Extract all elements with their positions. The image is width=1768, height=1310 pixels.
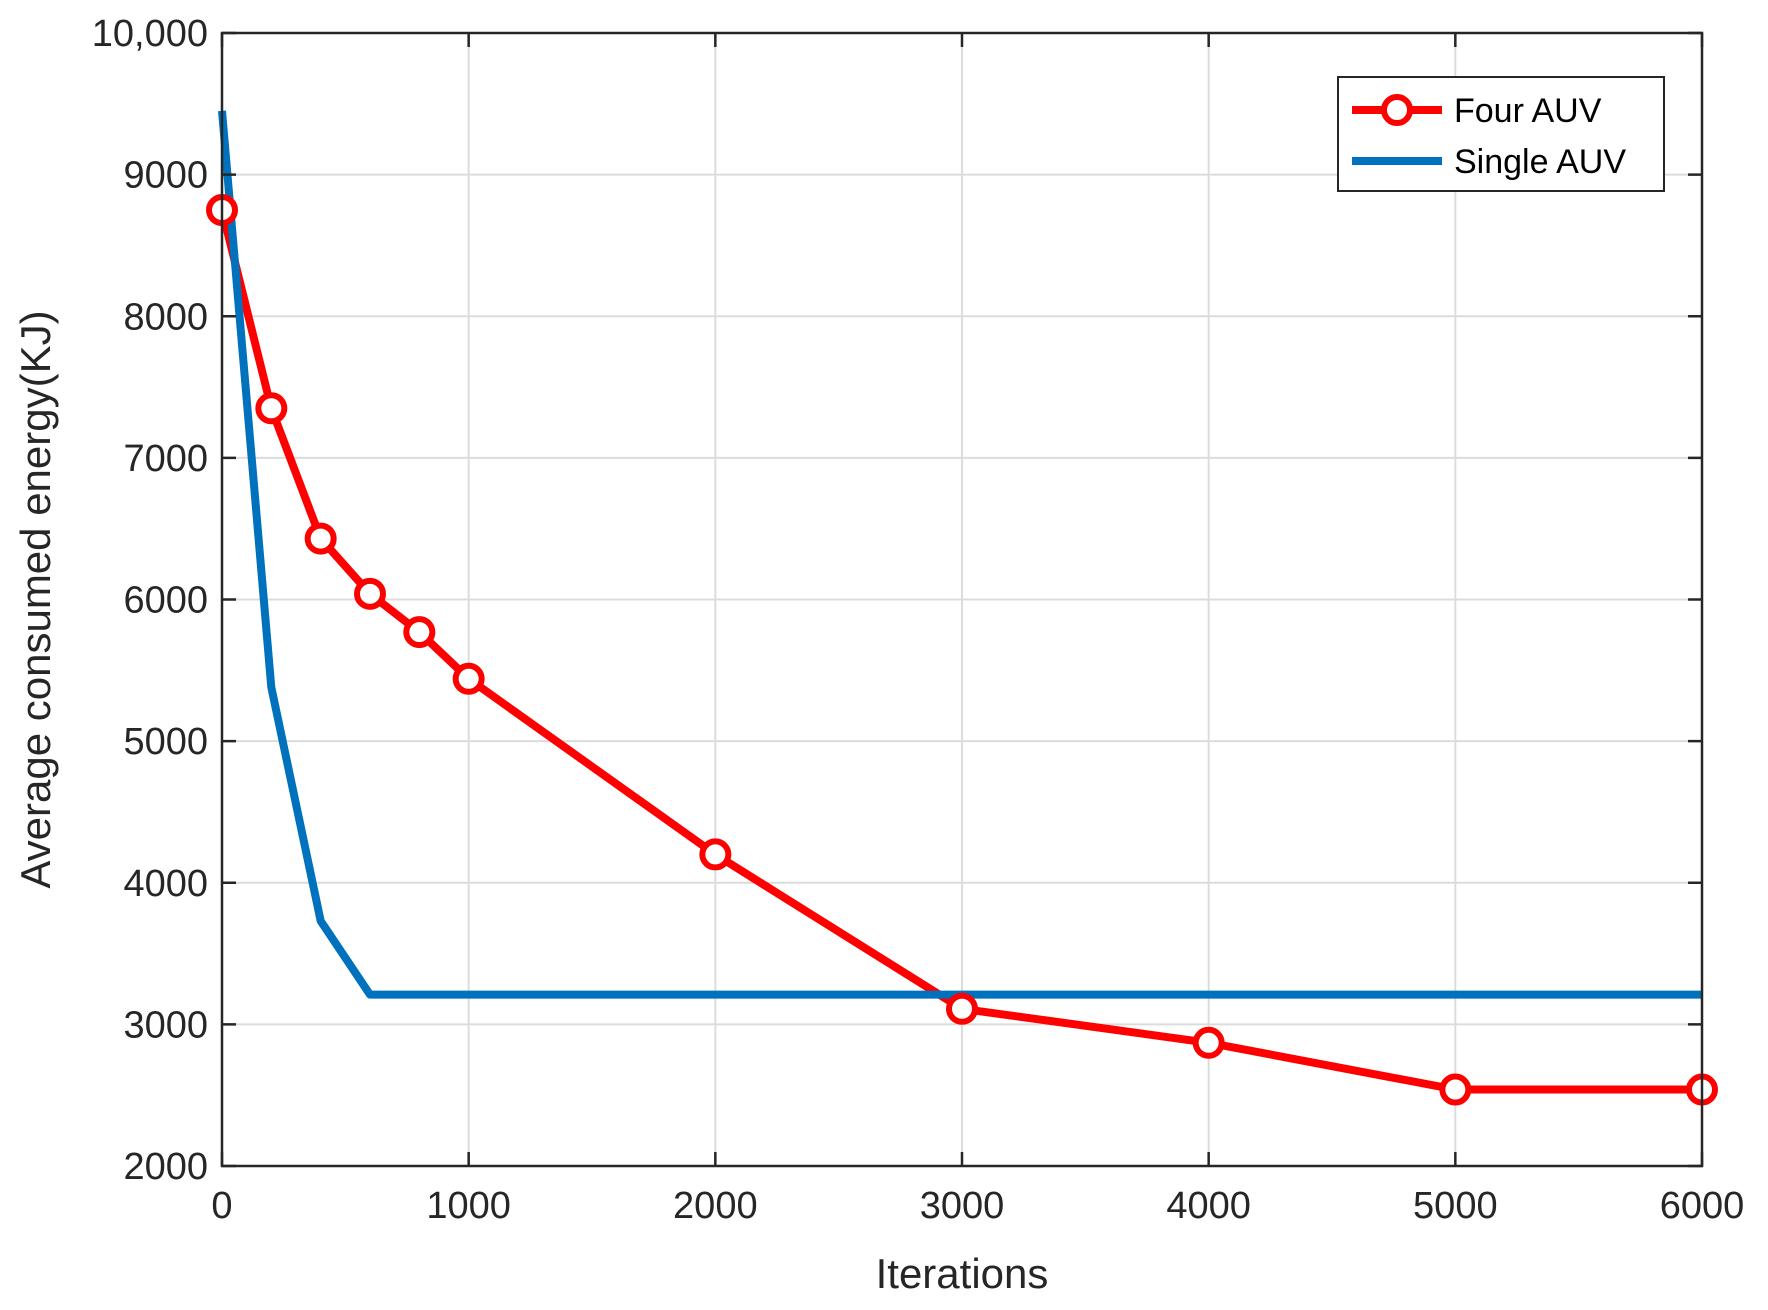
point-four-auv bbox=[452, 662, 485, 695]
y-tick-label: 10,000 bbox=[92, 13, 208, 55]
point-four-auv bbox=[403, 616, 436, 649]
y-tick-label: 8000 bbox=[123, 296, 208, 338]
y-tick-label: 6000 bbox=[123, 580, 208, 622]
point-four-auv bbox=[354, 577, 386, 610]
legend-marker-four-auv bbox=[1381, 94, 1413, 126]
y-tick-label: 3000 bbox=[123, 1004, 208, 1046]
y-tick-label: 4000 bbox=[123, 863, 208, 905]
y-tick-label: 5000 bbox=[123, 721, 208, 763]
legend-label-four-auv: Four AUV bbox=[1454, 92, 1602, 130]
legend-box bbox=[1337, 76, 1665, 192]
y-tick-label: 9000 bbox=[123, 155, 208, 197]
x-axis-title: Iterations bbox=[876, 1250, 1049, 1297]
point-four-auv bbox=[304, 522, 337, 555]
series-line-single-auv bbox=[218, 110, 1702, 999]
point-four-auv bbox=[1439, 1073, 1472, 1106]
axis-ticks: 0 1000 2000 3000 4000 5000 6000 2000 3000 4000 500… bbox=[92, 13, 1745, 1227]
x-tick-label: 3000 bbox=[920, 1185, 1005, 1227]
plot-series bbox=[206, 110, 1718, 1106]
y-tick-label: 7000 bbox=[123, 438, 208, 480]
x-tick-label: 5000 bbox=[1413, 1185, 1498, 1227]
point-four-auv bbox=[255, 392, 288, 425]
x-tick-label: 0 bbox=[211, 1185, 232, 1227]
point-four-auv bbox=[1192, 1026, 1225, 1059]
x-tick-label: 1000 bbox=[426, 1185, 511, 1227]
point-four-auv bbox=[699, 838, 732, 871]
legend-label-single-auv: Single AUV bbox=[1454, 143, 1626, 181]
x-tick-label: 4000 bbox=[1166, 1185, 1251, 1227]
point-four-auv bbox=[946, 992, 978, 1025]
x-tick-label: 2000 bbox=[673, 1185, 758, 1227]
legend: Four AUV Single AUV bbox=[1337, 76, 1665, 192]
y-tick-label: 2000 bbox=[123, 1146, 208, 1188]
x-tick-label: 6000 bbox=[1660, 1185, 1745, 1227]
y-axis-title: Average consumed energy(KJ) bbox=[12, 310, 59, 888]
